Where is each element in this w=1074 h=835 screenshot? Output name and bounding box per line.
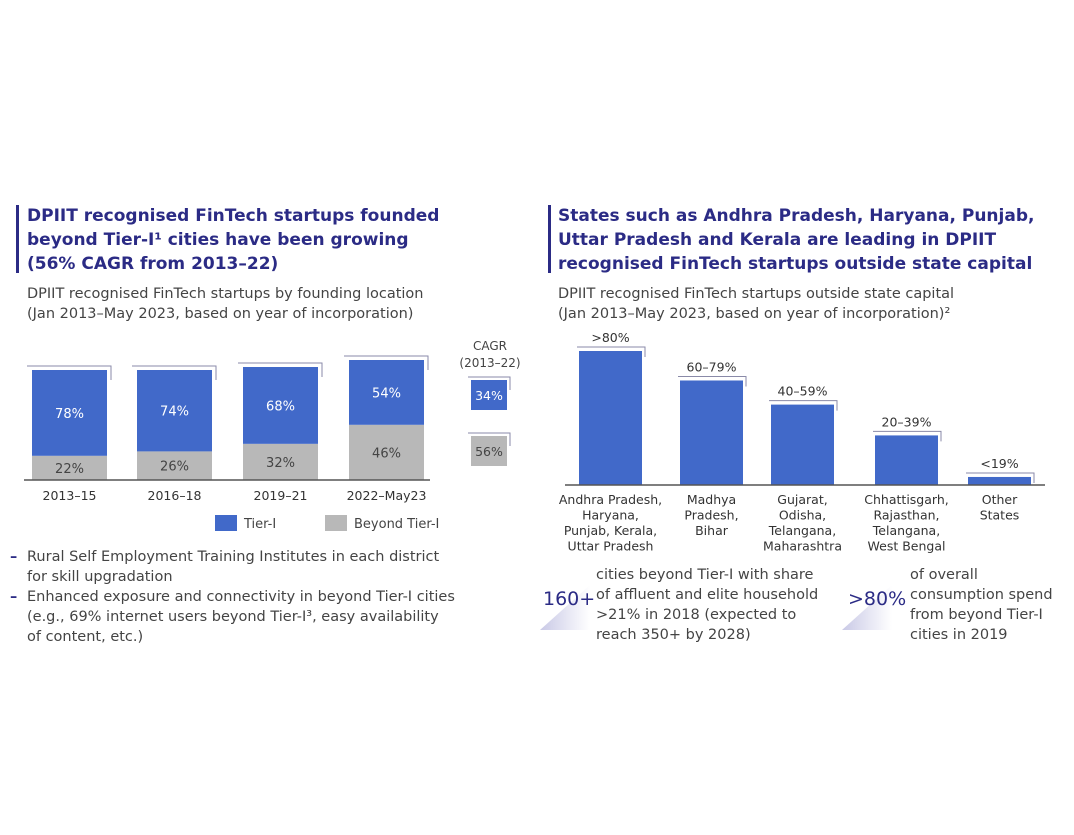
x-tick-label: Andhra Pradesh,: [559, 492, 662, 507]
bullet-item: – Enhanced exposure and connectivity in …: [10, 589, 455, 645]
x-tick-label: States: [980, 508, 1020, 523]
cagr-beyond-value: 56%: [475, 444, 503, 459]
cagr-label: CAGR: [473, 339, 507, 353]
bar-corner-accent: [27, 365, 112, 380]
x-tick-label: Gujarat,: [777, 492, 827, 507]
x-tick-label: 2016–18: [148, 488, 202, 503]
data-label-tier1: 78%: [55, 407, 84, 422]
data-label-tier1: 54%: [372, 386, 401, 401]
legend-label-beyond: Beyond Tier-I: [354, 517, 439, 532]
x-tick-label: Telangana,: [872, 523, 940, 538]
x-tick-label: Uttar Pradesh: [568, 539, 654, 554]
x-tick-label: Madhya: [687, 492, 736, 507]
x-tick-label: Pradesh,: [684, 508, 738, 523]
bar-corner-accent: [966, 472, 1035, 483]
x-tick-label: Telangana,: [768, 523, 836, 538]
cagr-tier1-box: [471, 380, 507, 410]
bar-tier1: [137, 370, 212, 452]
bar-corner-accent: [132, 365, 217, 380]
bar-beyond-tier1: [137, 451, 212, 480]
stat-value-consumption: >80%: [848, 588, 907, 610]
data-label: 20–39%: [882, 414, 932, 429]
data-label-beyond: 32%: [266, 456, 295, 471]
bullet-list: – Rural Self Employment Training Institu…: [10, 547, 530, 647]
stat-accent-shape: [842, 585, 892, 630]
bar-state-group: [680, 380, 743, 485]
bar-state-group: [771, 404, 834, 485]
x-tick-label: Chhattisgarh,: [864, 492, 948, 507]
cagr-tier1-value: 34%: [475, 388, 503, 403]
bar-beyond-tier1: [32, 455, 107, 480]
x-tick-label: West Bengal: [868, 539, 946, 554]
left-title-accent: [16, 205, 19, 273]
right-subtitle: DPIIT recognised FinTech startups outsid…: [558, 286, 955, 322]
bar-corner-accent: [769, 400, 838, 411]
bar-corner-accent: [873, 430, 942, 442]
x-tick-label: Punjab, Kerala,: [564, 523, 657, 538]
x-tick-label: Rajasthan,: [873, 508, 939, 523]
bar-corner-accent: [238, 362, 323, 377]
bar-corner-accent: [344, 355, 429, 370]
cagr-corner-accent: [468, 376, 511, 390]
cagr-corner-accent: [468, 432, 511, 446]
data-label-tier1: 68%: [266, 399, 295, 414]
right-bar-chart: >80% Andhra Pradesh,Haryana,Punjab, Keral…: [559, 330, 1045, 554]
legend-swatch-beyond: [325, 515, 347, 531]
left-title: DPIIT recognised FinTech startups founde…: [27, 206, 440, 274]
x-tick-label: Bihar: [695, 523, 729, 538]
bar-tier1: [243, 367, 318, 444]
legend-label-tier1: Tier-I: [243, 517, 276, 532]
bar-corner-accent: [678, 375, 747, 387]
data-label-beyond: 22%: [55, 462, 84, 477]
data-label-tier1: 74%: [160, 405, 189, 420]
data-label-beyond: 26%: [160, 460, 189, 475]
stat-text-consumption: of overall consumption spend from beyond…: [910, 567, 1053, 643]
x-tick-label: 2019–21: [254, 488, 308, 503]
bar-tier1: [32, 370, 107, 456]
left-subtitle: DPIIT recognised FinTech startups by fou…: [27, 286, 424, 322]
data-label: 60–79%: [687, 359, 737, 374]
x-tick-label: Other: [982, 492, 1018, 507]
bullet-item: – Rural Self Employment Training Institu…: [10, 549, 440, 585]
stat-accent-shape: [540, 585, 590, 630]
stat-value-cities: 160+: [543, 588, 596, 610]
left-stacked-bar-chart: 78% 22% 2013–15 74% 26% 2016–18 68% 32% 2019–21 5…: [24, 339, 521, 532]
data-label: >80%: [591, 330, 629, 345]
bar-state-group: [579, 351, 642, 485]
x-tick-label: Haryana,: [582, 508, 639, 523]
data-label: <19%: [980, 456, 1018, 471]
bar-beyond-tier1: [349, 424, 424, 480]
x-tick-label: 2022–May23: [347, 488, 427, 503]
legend-swatch-tier1: [215, 515, 237, 531]
bar-tier1: [349, 360, 424, 425]
x-tick-label: 2013–15: [43, 488, 97, 503]
bar-corner-accent: [577, 346, 646, 357]
bar-state-group: [968, 476, 1031, 485]
stat-text-cities: cities beyond Tier-I with share of afflu…: [596, 567, 819, 643]
data-label-beyond: 46%: [372, 446, 401, 461]
x-tick-label: Maharashtra: [763, 539, 842, 554]
x-tick-label: Odisha,: [779, 508, 826, 523]
right-title: States such as Andhra Pradesh, Haryana, …: [558, 206, 1035, 274]
bar-beyond-tier1: [243, 443, 318, 480]
data-label: 40–59%: [778, 384, 828, 399]
bar-state-group: [875, 435, 938, 485]
cagr-beyond-box: [471, 436, 507, 466]
cagr-period-label: (2013–22): [459, 356, 520, 370]
right-title-accent: [548, 205, 551, 273]
